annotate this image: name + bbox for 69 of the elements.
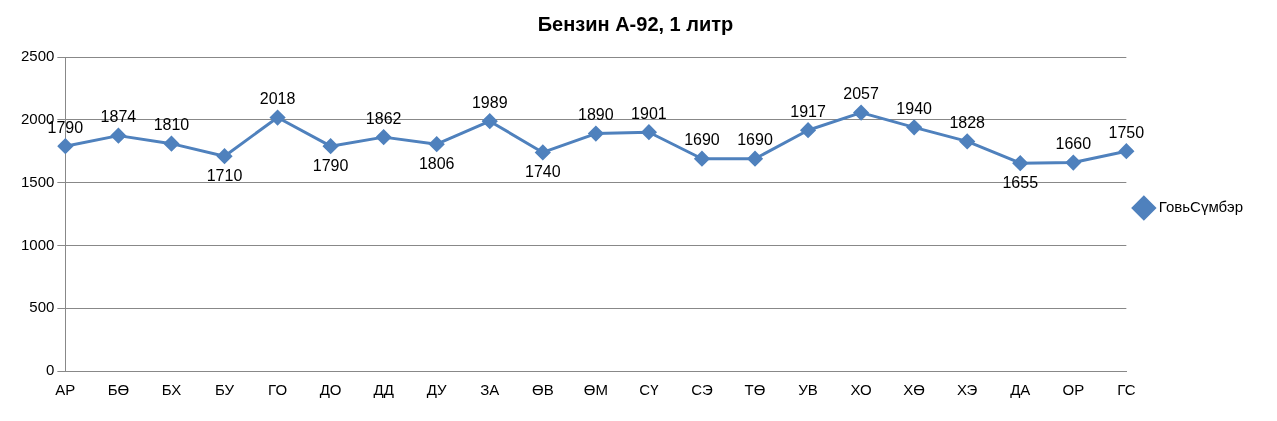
point (641, 124, 657, 140)
point (694, 151, 710, 167)
x-tick-label: АР (55, 381, 76, 399)
data-label: 1862 (365, 109, 402, 127)
y-tick-label: 2500 (20, 47, 55, 65)
y-tick-label: 0 (46, 361, 55, 379)
x-tick-label: ДО (319, 381, 342, 399)
data-label: 1740 (525, 162, 561, 180)
data-label: 1828 (949, 113, 986, 131)
data-label: 1989 (471, 93, 508, 111)
data-label: 2057 (843, 85, 880, 103)
point (800, 122, 816, 138)
x-tick-label: ДА (1010, 381, 1031, 399)
point (959, 133, 975, 149)
data-label: 1917 (790, 102, 826, 120)
data-label: 1874 (100, 108, 137, 126)
y-tick-label: 1000 (20, 235, 55, 253)
point (57, 138, 73, 154)
x-tick-label: ХО (850, 381, 872, 399)
y-tick-label: 1500 (20, 172, 55, 190)
point (853, 105, 869, 121)
x-tick-label: УВ (798, 381, 818, 399)
x-tick-label: ГО (268, 381, 288, 399)
point (482, 113, 498, 129)
x-tick-label: ГС (1117, 381, 1136, 399)
data-label: 1710 (206, 166, 243, 184)
point (323, 138, 339, 154)
point (429, 136, 445, 152)
point (1012, 155, 1028, 171)
point (535, 144, 551, 160)
point (270, 110, 286, 126)
data-label: 1655 (1002, 173, 1039, 191)
data-label: 1806 (418, 154, 455, 172)
x-tick-label: ӨМ (583, 381, 608, 399)
data-label: 1790 (312, 156, 349, 174)
point (376, 129, 392, 145)
x-tick-label: ЗА (480, 381, 500, 399)
data-label: 1690 (684, 131, 720, 149)
data-label: 1810 (153, 116, 190, 134)
point (1065, 155, 1081, 170)
point (163, 136, 179, 152)
x-tick-label: БӨ (107, 381, 130, 399)
data-label: 1890 (578, 106, 614, 124)
data-label: 1690 (737, 131, 773, 149)
x-tick-label: БУ (215, 381, 235, 399)
x-tick-label: ХЭ (957, 381, 978, 399)
point (588, 126, 604, 142)
x-tick-label: ХӨ (903, 381, 926, 399)
x-tick-label: ОР (1062, 381, 1085, 399)
x-tick-label: СЭ (691, 381, 713, 399)
chart-title: Бензин А-92, 1 литр (537, 12, 734, 35)
y-tick-label: 500 (29, 298, 55, 316)
point (217, 148, 233, 164)
data-label: 1660 (1055, 134, 1092, 152)
x-tick-label: ДД (373, 381, 394, 399)
data-label: 1901 (631, 104, 667, 122)
point (906, 119, 922, 135)
point (747, 151, 763, 167)
point (1118, 143, 1134, 159)
legend-label: ГовьСүмбэр (1158, 198, 1243, 216)
x-tick-label: СҮ (639, 381, 660, 399)
x-tick-label: БХ (161, 381, 182, 399)
x-tick-label: ДУ (426, 381, 448, 399)
data-label: 1750 (1108, 123, 1145, 141)
x-tick-label: ТӨ (744, 381, 766, 399)
x-tick-label: ӨВ (531, 381, 554, 399)
point (110, 128, 126, 144)
data-label: 1940 (896, 99, 933, 117)
data-label: 2018 (259, 89, 296, 107)
